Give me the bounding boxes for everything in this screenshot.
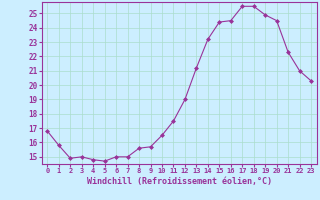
X-axis label: Windchill (Refroidissement éolien,°C): Windchill (Refroidissement éolien,°C) (87, 177, 272, 186)
